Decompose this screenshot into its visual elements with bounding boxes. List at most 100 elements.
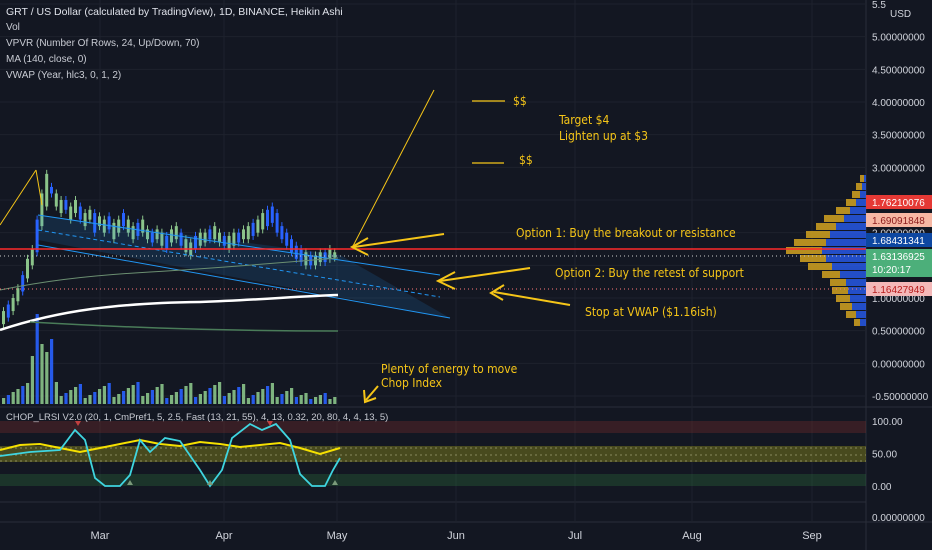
volume-bar (232, 390, 236, 404)
price-axis-label: 3.00000000 (872, 163, 925, 174)
vpvr-bar (860, 191, 866, 198)
volume-bar (184, 386, 188, 404)
volume-bar (107, 383, 111, 404)
vpvr-bar (836, 223, 866, 230)
volume-bar (54, 382, 58, 404)
oscillator-legend[interactable]: CHOP_LRSI V2.0 (20, 1, CmPref1, 5, 2.5, … (6, 412, 389, 423)
volume-bar (150, 390, 154, 404)
early-trend-line[interactable] (0, 169, 37, 226)
price-axis-label: 3.50000000 (872, 131, 925, 142)
volume-bar (40, 344, 44, 404)
candle-body (170, 229, 173, 243)
svg-text:1.76210076: 1.76210076 (872, 198, 925, 209)
volume-bar (203, 391, 207, 404)
volume-bar (194, 397, 198, 404)
legend-vol[interactable]: Vol (6, 22, 20, 33)
price-axis-label: 5.00000000 (872, 33, 925, 44)
volume-bar (179, 389, 183, 404)
target-mark-1: $$ (513, 94, 527, 108)
descending-channel[interactable] (37, 214, 451, 319)
candle-body (160, 232, 164, 246)
vpvr-bar (830, 279, 846, 286)
volume-bar (299, 395, 303, 404)
candle-body (275, 213, 279, 233)
candle-body (227, 235, 231, 249)
vpvr-bar (856, 199, 866, 206)
candle-body (93, 213, 97, 233)
candle-body (16, 288, 20, 302)
volume-bar (122, 391, 126, 404)
channel-mid-line[interactable] (37, 229, 441, 298)
svg-text:1.63136925: 1.63136925 (872, 252, 925, 263)
svg-text:10:20:17: 10:20:17 (872, 265, 911, 276)
energy-arrow[interactable] (363, 385, 379, 404)
oscillator-pane[interactable] (0, 421, 866, 488)
candle-body (155, 229, 159, 240)
vpvr-bar (816, 223, 836, 230)
candle-body (246, 226, 250, 240)
candle-body (270, 206, 274, 223)
vpvr-bar (862, 183, 866, 190)
oscillator-axis[interactable]: 100.00 50.00 0.00 0.00000000 (872, 417, 925, 524)
vpvr-bar (854, 319, 860, 326)
currency-label: USD (890, 9, 912, 20)
candle-body (78, 206, 82, 220)
candle-body (314, 255, 317, 266)
volume-bar (6, 395, 10, 404)
target-trend-line[interactable] (351, 89, 435, 249)
volume-bar (131, 385, 135, 404)
legend-vwap[interactable]: VWAP (Year, hlc3, 0, 1, 2) (6, 70, 122, 81)
candle-body (256, 219, 260, 233)
osc-axis-label: 0.00 (872, 482, 892, 493)
channel-upper-line[interactable] (37, 214, 441, 276)
candle-body (208, 229, 212, 240)
vpvr-bar (846, 199, 856, 206)
osc-mid-zone (0, 446, 866, 462)
volume-bar (146, 393, 150, 404)
candle-body (45, 173, 49, 207)
early-trend-line-2[interactable] (35, 169, 43, 206)
volume-bar (98, 389, 102, 404)
candle-body (261, 213, 265, 230)
candle-body (222, 235, 226, 246)
vpvr-bar (860, 319, 866, 326)
lower-average-line (29, 321, 339, 332)
volume-bar (155, 387, 159, 404)
candle-body (333, 252, 337, 258)
candle-body (50, 186, 53, 194)
price-tag-red: 1.76210076 (866, 195, 932, 209)
vpvr-bar (832, 263, 866, 270)
volume-bar (50, 339, 54, 404)
candle-body (102, 219, 106, 233)
candle-body (290, 239, 293, 253)
option2-arrow[interactable] (435, 267, 531, 290)
svg-text:1.68431341: 1.68431341 (872, 236, 925, 247)
vpvr-bar (836, 207, 850, 214)
candle-body (136, 222, 140, 236)
volume-bar (218, 382, 222, 404)
legend-ma[interactable]: MA (140, close, 0) (6, 54, 87, 65)
volume-bar (256, 392, 260, 404)
candle-body (30, 249, 34, 266)
legend-vpvr[interactable]: VPVR (Number Of Rows, 24, Up/Down, 70) (6, 38, 200, 49)
candle-body (266, 209, 269, 227)
volume-bar (198, 394, 202, 404)
volume-bar (174, 392, 178, 404)
time-axis-label: Apr (215, 530, 232, 542)
vpvr-bar (830, 231, 866, 238)
volume-bar (270, 383, 274, 404)
vpvr-bar (864, 175, 866, 182)
option1-arrow[interactable] (349, 233, 445, 256)
channel-lower-line[interactable] (37, 244, 451, 319)
time-axis[interactable]: Mar Apr May Jun Jul Aug Sep (91, 530, 822, 542)
vpvr-bar (850, 295, 866, 302)
chart-title: GRT / US Dollar (calculated by TradingVi… (6, 6, 343, 18)
price-axis-label: 0.00000000 (872, 359, 925, 370)
time-axis-label: Aug (682, 530, 702, 542)
time-axis-label: Jul (568, 530, 582, 542)
candle-body (141, 219, 145, 233)
volume-bar (102, 386, 106, 404)
stop-arrow[interactable] (489, 284, 571, 306)
